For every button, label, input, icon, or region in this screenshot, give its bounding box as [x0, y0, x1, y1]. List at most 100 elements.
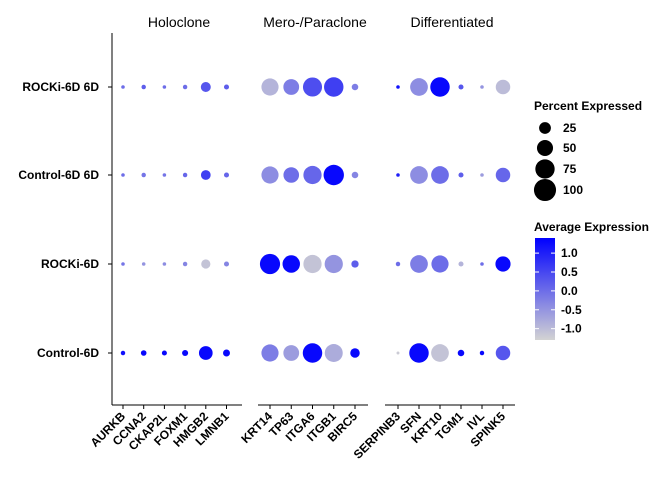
dot-control-6d-6d-tgm1: [458, 172, 464, 178]
size-legend-dot: [536, 139, 554, 157]
dot-rocki-6d-ckap2l: [162, 262, 167, 266]
y-tick-label: Control-6D 6D: [18, 168, 99, 182]
color-legend: Average Expression 1.0 0.5 0.0 -0.5 -1.0: [534, 220, 649, 340]
dot-control-6d-6d-ivl: [480, 173, 484, 177]
panel-title: Differentiated: [410, 14, 493, 30]
dot-control-6d-6d-aurkb: [121, 173, 125, 177]
dot-rocki-6d-6d-lmnb1: [223, 84, 230, 90]
dot-rocki-6d-6d-aurkb: [121, 85, 125, 89]
dot-control-6d-serpinb3: [396, 351, 400, 355]
size-legend-dot: [535, 159, 555, 179]
dot-rocki-6d-foxm1: [182, 261, 188, 267]
dot-rocki-6d-6d-itgb1: [324, 77, 344, 97]
dot-control-6d-6d-krt14: [261, 166, 279, 184]
dot-rocki-6d-birc5: [351, 260, 359, 268]
dot-rocki-6d-tp63: [282, 255, 300, 273]
dot-rocki-6d-serpinb3: [395, 261, 401, 267]
dot-rocki-6d-6d-ckap2l: [162, 85, 167, 89]
color-legend-title: Average Expression: [534, 220, 649, 234]
size-legend: Percent Expressed 25 50 75 100: [533, 99, 642, 202]
dot-rocki-6d-aurkb: [121, 262, 125, 266]
dot-control-6d-6d-itgb1: [323, 164, 344, 186]
group-labels: ROCKi-6D 6D Control-6D 6D ROCKi-6D Control-…: [18, 80, 112, 360]
color-legend-label: -0.5: [561, 303, 582, 317]
dot-rocki-6d-6d-krt10: [430, 77, 450, 97]
dot-rocki-6d-6d-foxm1: [182, 84, 188, 90]
dot-rocki-6d-6d-ccna2: [141, 84, 146, 90]
dot-rocki-6d-ivl: [480, 262, 484, 266]
dot-rocki-6d-6d-spink5: [495, 79, 511, 95]
dot-rocki-6d-6d-serpinb3: [396, 85, 400, 89]
x-tick-label: SERPINB3: [351, 409, 404, 462]
size-legend-label: 25: [563, 121, 577, 135]
y-tick-label: ROCKi-6D 6D: [22, 80, 99, 94]
dot-control-6d-spink5: [495, 345, 511, 361]
color-legend-label: 1.0: [561, 246, 578, 260]
y-tick-label: Control-6D: [37, 346, 99, 360]
dot-rocki-6d-krt10: [431, 255, 449, 273]
dot-control-6d-6d-itga6: [303, 165, 322, 185]
dot-control-6d-ccna2: [140, 350, 147, 356]
dot-control-6d-itga6: [302, 343, 323, 363]
dot-control-6d-6d-foxm1: [182, 172, 188, 178]
dot-rocki-6d-6d-itga6: [302, 77, 323, 97]
dot-rocki-6d-itga6: [303, 254, 322, 274]
color-bar: [535, 238, 555, 340]
dot-control-6d-6d-spink5: [495, 167, 511, 183]
dot-rocki-6d-6d-tp63: [283, 79, 300, 95]
size-legend-dot: [533, 178, 557, 202]
dot-control-6d-hmgb2: [198, 346, 213, 360]
dot-rocki-6d-sfn: [410, 255, 428, 273]
dot-rocki-6d-itgb1: [324, 254, 343, 274]
y-tick-label: ROCKi-6D: [41, 257, 99, 271]
dot-control-6d-6d-krt10: [431, 166, 449, 184]
size-legend-dot: [539, 122, 551, 134]
dot-control-6d-sfn: [409, 343, 429, 363]
dot-control-6d-itgb1: [324, 344, 343, 362]
dot-rocki-6d-lmnb1: [223, 261, 230, 267]
dot-rocki-6d-6d-birc5: [351, 83, 359, 91]
dot-rocki-6d-krt14: [259, 253, 281, 275]
dot-control-6d-foxm1: [182, 349, 189, 357]
dot-control-6d-ckap2l: [161, 350, 167, 356]
size-legend-label: 50: [563, 141, 577, 155]
panel-title: Holoclone: [148, 14, 210, 30]
panels: HolocloneAURKBCCNA2CKAP2LFOXM1HMGB2LMNB1…: [88, 14, 515, 462]
dot-control-6d-birc5: [350, 348, 360, 358]
dot-control-6d-krt10: [431, 344, 449, 362]
dot-rocki-6d-spink5: [495, 256, 511, 272]
dot-rocki-6d-6d-ivl: [480, 85, 484, 89]
dot-rocki-6d-hmgb2: [201, 259, 211, 269]
panel-title: Mero-/Paraclone: [263, 14, 367, 30]
dot-rocki-6d-6d-tgm1: [458, 84, 464, 90]
dot-control-6d-tp63: [283, 345, 300, 361]
dot-control-6d-6d-ckap2l: [162, 173, 167, 177]
dot-control-6d-6d-sfn: [410, 166, 428, 184]
color-legend-label: 0.0: [561, 284, 578, 298]
dot-rocki-6d-ccna2: [141, 262, 146, 266]
dot-control-6d-tgm1: [457, 349, 465, 357]
dot-rocki-6d-6d-hmgb2: [200, 82, 211, 92]
dots: [120, 77, 511, 363]
dot-control-6d-lmnb1: [223, 349, 230, 357]
dot-control-6d-6d-lmnb1: [223, 172, 230, 178]
dot-rocki-6d-tgm1: [458, 261, 464, 267]
dot-control-6d-6d-birc5: [351, 171, 359, 179]
dot-control-6d-ivl: [479, 350, 485, 356]
size-legend-label: 100: [563, 183, 583, 197]
dot-control-6d-6d-ccna2: [141, 172, 146, 178]
dot-rocki-6d-6d-krt14: [261, 78, 279, 96]
dot-control-6d-krt14: [261, 344, 279, 362]
size-legend-label: 75: [563, 162, 577, 176]
dot-rocki-6d-6d-sfn: [410, 78, 428, 96]
dot-control-6d-aurkb: [120, 350, 126, 356]
color-legend-label: -1.0: [561, 322, 582, 336]
color-legend-label: 0.5: [561, 265, 578, 279]
size-legend-title: Percent Expressed: [534, 99, 642, 113]
dot-control-6d-6d-hmgb2: [200, 170, 211, 180]
dot-control-6d-6d-serpinb3: [396, 173, 400, 177]
dot-control-6d-6d-tp63: [283, 167, 300, 183]
